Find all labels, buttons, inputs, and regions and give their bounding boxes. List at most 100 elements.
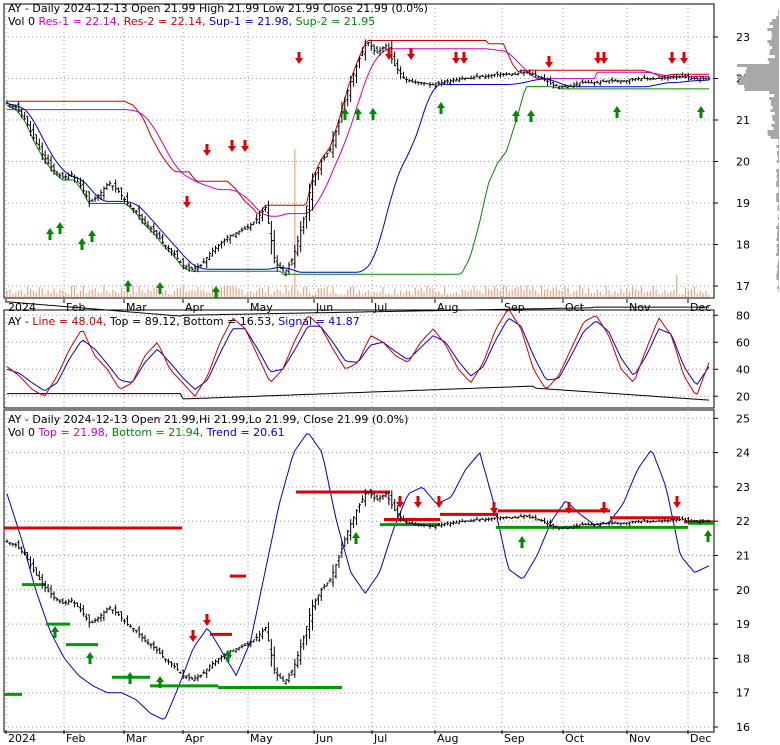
trend-panel-down-arrow-6 [565,502,573,514]
trend-panel-xtick-label-2: Mar [126,732,147,745]
price-panel-volume-profile-169 [776,169,779,172]
price-panel-volume-profile-190 [778,190,779,193]
trend-panel-up-arrow-7 [704,530,712,542]
price-panel-volume-profile-49 [769,49,779,52]
price-panel-xtick-label-6: Jul [373,301,387,314]
price-panel-subheader-part-2: Res-2 = 22.14, [120,15,205,28]
price-panel-volume-profile-178 [777,178,779,181]
price-panel-volume-profile-112 [774,112,779,115]
price-panel-volume-profile-22 [769,22,779,25]
price-panel-up-arrow-8 [354,108,362,120]
price-panel-subheader-part-3: Sup-1 = 21.98, [206,15,293,28]
price-panel-volume-profile-214 [778,214,779,217]
price-panel-ytick-label-0: 17 [736,280,750,293]
price-panel-down-arrow-3 [241,140,249,152]
price-panel-volume-profile-19 [771,19,779,22]
price-panel-xtick-label-0: 2024 [8,301,36,314]
price-panel-volume-profile-52 [769,52,779,55]
price-panel-volume-profile-247 [777,247,779,250]
trend-panel-xtick-label-4: May [250,732,273,745]
price-panel-xtick-label-2: Mar [126,301,147,314]
stoch-panel-header-part-4: Signal = 41.87 [275,315,360,328]
price-panel-volume-profile-88 [744,88,779,91]
trend-panel-subheader: Vol 0 Top = 21.98, Bottom = 21.94, Trend… [8,426,285,439]
price-panel-volume-profile-271 [776,271,779,274]
price-panel-volume-profile-172 [776,172,779,175]
trend-panel-down-arrow-4 [435,496,443,508]
price-panel-volume-profile-196 [776,196,779,199]
trend-panel-xtick-label-1: Feb [66,732,85,745]
price-panel-volume-profile-55 [774,55,779,58]
price-panel-ytick-label-4: 21 [736,114,750,127]
trend-panel-subheader-part-2: Bottom = 21.94, [108,426,203,439]
price-panel-volume-profile-124 [771,124,779,127]
trend-panel-ytick-label-8: 24 [736,447,750,460]
price-panel-xtick-label-8: Sep [504,301,525,314]
trend-panel-ytick-label-6: 22 [736,515,750,528]
trend-panel-up-arrow-3 [156,676,164,688]
price-panel-volume-profile-31 [771,31,779,34]
price-panel-volume-profile-64 [736,64,779,67]
price-panel-volume-profile-100 [770,100,779,103]
trend-panel-down-arrow-7 [600,502,608,514]
price-panel-down-arrow-12 [668,52,676,64]
price-panel-volume-profile-13 [778,13,779,16]
price-panel-volume-profile-115 [771,115,779,118]
price-panel: 171819202122232024FebMarAprMayJunJulAugS… [3,2,779,314]
price-panel-down-arrow-10 [594,52,602,64]
trend-panel-ytick-label-4: 20 [736,584,750,597]
trend-panel-ytick-label-5: 21 [736,550,750,563]
price-panel-ytick-label-1: 18 [736,239,750,252]
price-panel-volume-profile-175 [776,175,779,178]
price-panel-up-arrow-7 [341,108,349,120]
price-panel-volume-profile-244 [776,244,779,247]
trend-panel-xtick-label-9: Oct [565,732,585,745]
price-panel-volume-profile-226 [776,226,779,229]
trend-panel-ytick-label-9: 25 [736,412,750,425]
trend-panel-xtick-label-11: Dec [690,732,711,745]
price-panel-up-arrow-9 [369,108,377,120]
trend-panel-down-arrow-2 [396,496,404,508]
price-panel-volume-profile-34 [771,34,779,37]
trend-panel-xtick-label-7: Aug [437,732,458,745]
price-panel-volume-profile-208 [777,208,779,211]
price-panel-frame [3,3,715,299]
price-panel-down-arrow-4 [295,52,303,64]
price-panel-down-arrow-7 [452,52,460,64]
price-panel-up-arrow-14 [697,106,705,118]
price-panel-up-arrow-1 [56,222,64,234]
trend-panel-up-arrow-4 [224,650,232,662]
price-panel-volume-profile-37 [771,37,779,40]
trend-panel-ytick-label-3: 19 [736,618,750,631]
price-panel-volume-profile-181 [776,181,779,184]
trend-panel-up-arrow-0 [51,626,59,638]
price-panel-volume-profile-199 [776,199,779,202]
trend-panel-up-arrow-5 [352,532,360,544]
price-panel-ytick-label-2: 19 [736,197,750,210]
price-panel-volume-profile-151 [777,151,779,154]
price-panel-volume-profile-109 [770,109,779,112]
price-panel-volume-profile-148 [778,148,779,151]
price-panel-volume-profile-103 [770,103,779,106]
price-panel-down-arrow-1 [203,144,211,156]
trend-panel-down-arrow-1 [203,614,211,626]
price-panel-volume-profile-40 [767,40,779,43]
price-panel-volume-profile-118 [772,118,779,121]
price-panel-volume-profile-106 [772,106,779,109]
price-panel-up-arrow-4 [124,280,132,292]
trend-panel-subheader-part-1: Top = 21.98, [35,426,108,439]
price-panel-volume-profile-130 [767,130,779,133]
price-panel-res1-line [7,48,709,217]
stoch-panel-ytick-label-0: 20 [736,390,750,403]
price-panel-volume-profile-205 [777,205,779,208]
price-panel-down-arrow-5 [385,48,393,60]
price-panel-volume-profile-145 [776,145,779,148]
price-panel-volume-profile-184 [776,184,779,187]
price-panel-volume-profile-217 [777,217,779,220]
price-panel-up-arrow-10 [437,102,445,114]
trend-panel-up-arrow-1 [86,652,94,664]
price-panel-volume-profile-91 [769,91,779,94]
price-panel-volume-profile-193 [776,193,779,196]
trend-panel: 16 17 18 19 20 21 22 23 24 25 2024 Feb Mar Apr May Jun J… [3,409,750,745]
price-panel-volume-profile-97 [769,97,779,100]
